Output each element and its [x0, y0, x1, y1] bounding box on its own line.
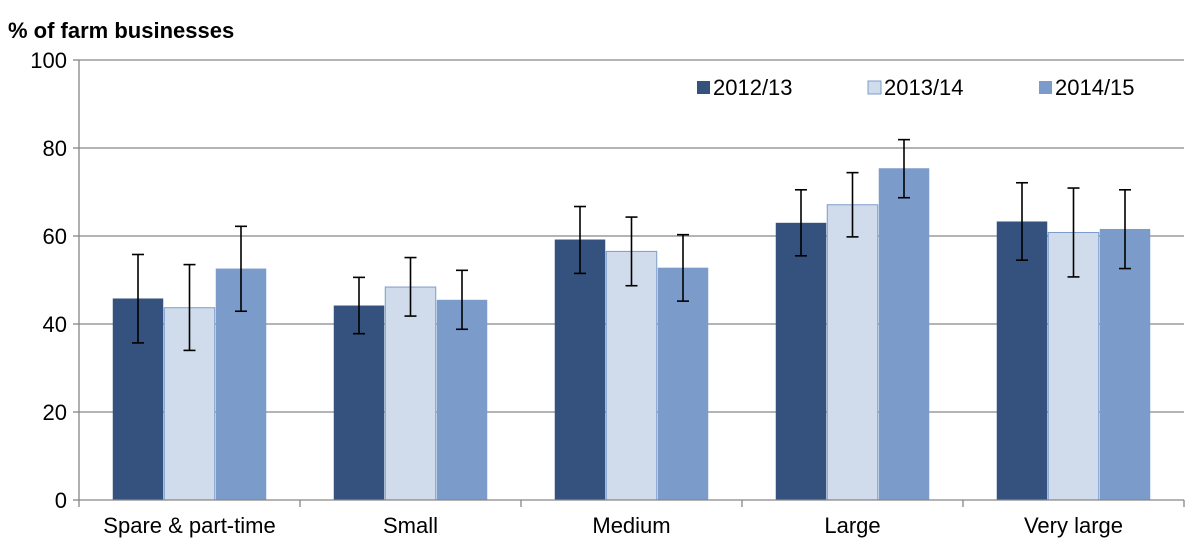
legend-swatch — [867, 80, 882, 95]
bar-2014-15 — [436, 299, 488, 500]
bar-2013-14 — [605, 250, 658, 501]
x-tick-label: Medium — [592, 513, 670, 538]
x-tick-label: Very large — [1024, 513, 1123, 538]
legend-swatch — [697, 81, 710, 94]
legend-label: 2013/14 — [884, 75, 964, 100]
bar-2012-13 — [996, 221, 1048, 501]
y-tick-label: 60 — [43, 224, 67, 249]
bar-2014-15 — [878, 168, 930, 501]
y-tick-label: 40 — [43, 312, 67, 337]
bar-2014-15 — [1099, 228, 1151, 500]
legend-label: 2012/13 — [713, 75, 793, 100]
axes: 0 20 40 60 80 100 Spare & part-time Small Medium… — [30, 48, 1185, 538]
bar-2012-13 — [333, 305, 385, 500]
legend: 2012/13 2013/14 2014/15 — [697, 75, 1135, 100]
y-tick-label: 80 — [43, 136, 67, 161]
x-tick-label: Spare & part-time — [103, 513, 275, 538]
y-tick-label: 0 — [55, 488, 67, 513]
bar-2013-14 — [826, 204, 879, 501]
bar-2014-15 — [657, 267, 709, 500]
y-tick-label: 20 — [43, 400, 67, 425]
bar-2012-13 — [554, 239, 606, 500]
x-tick-label: Small — [383, 513, 438, 538]
bar-2013-14 — [384, 286, 437, 501]
legend-swatch — [1039, 81, 1052, 94]
error-bars — [132, 138, 1131, 352]
y-axis-title: % of farm businesses — [8, 18, 234, 43]
legend-label: 2014/15 — [1055, 75, 1135, 100]
y-tick-label: 100 — [30, 48, 67, 73]
bar-2012-13 — [775, 222, 827, 501]
x-tick-label: Large — [824, 513, 880, 538]
